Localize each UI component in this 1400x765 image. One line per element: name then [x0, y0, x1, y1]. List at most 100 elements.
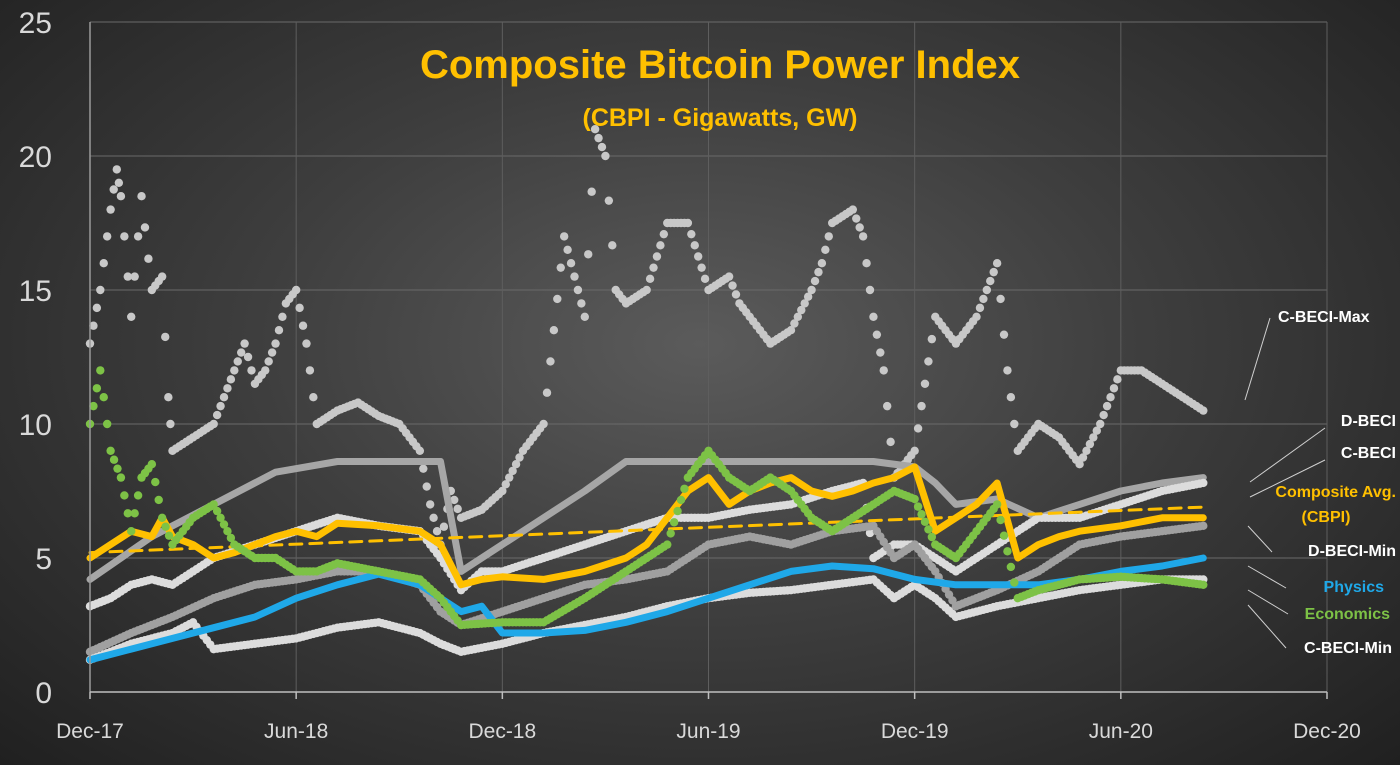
data-point	[230, 366, 239, 375]
data-point	[1096, 419, 1105, 429]
data-point	[642, 285, 651, 295]
data-point	[920, 379, 930, 388]
data-point	[425, 500, 435, 509]
data-point	[584, 250, 593, 259]
annotation-leader	[1249, 459, 1326, 498]
data-point	[927, 532, 937, 542]
data-point	[687, 229, 696, 239]
data-point	[786, 326, 796, 335]
data-point	[862, 259, 871, 268]
data-point	[549, 326, 559, 335]
data-point	[1199, 406, 1208, 415]
data-point	[989, 267, 998, 277]
x-tick-label: Dec-20	[1293, 720, 1361, 743]
data-point	[116, 192, 126, 201]
series-c-beci-min	[85, 575, 1208, 665]
data-point	[999, 531, 1009, 540]
data-point	[247, 366, 256, 375]
x-tick-label: Dec-17	[56, 720, 124, 743]
axis-layer: 0 5 10 15 20 25 Dec-17 Jun-18 Dec-18 Jun-19 Dec-19…	[19, 7, 1361, 743]
data-point	[803, 292, 813, 301]
data-point	[501, 480, 510, 489]
data-point	[511, 460, 521, 469]
data-point	[676, 495, 686, 505]
data-point	[992, 259, 1002, 268]
data-point	[659, 229, 669, 239]
data-point	[298, 321, 308, 330]
data-point	[824, 232, 833, 241]
y-tick-label: 5	[35, 543, 52, 576]
data-point	[566, 259, 576, 268]
data-point	[147, 460, 157, 469]
data-point	[1085, 439, 1095, 449]
data-point	[92, 384, 102, 393]
annotation-leader	[1244, 317, 1271, 401]
data-point	[1010, 578, 1019, 587]
data-point	[89, 401, 98, 411]
data-point	[223, 527, 232, 536]
data-point	[1082, 446, 1091, 455]
annotation-leader	[1247, 525, 1273, 553]
data-point	[243, 352, 253, 362]
annotation-label: C-BECI-Min	[1304, 640, 1392, 657]
data-point	[422, 482, 431, 491]
data-point	[852, 214, 861, 223]
y-tick-label: 0	[35, 677, 52, 710]
data-point	[102, 232, 112, 241]
data-point	[419, 464, 428, 473]
data-point	[102, 419, 112, 429]
data-point	[559, 232, 569, 241]
data-point	[130, 272, 139, 281]
data-point	[1102, 401, 1112, 411]
data-point	[274, 326, 284, 335]
data-point	[979, 294, 988, 304]
data-point	[161, 332, 170, 342]
data-point	[690, 241, 699, 250]
series-line	[86, 463, 1207, 589]
annotation-leader	[1249, 427, 1326, 483]
data-point	[209, 500, 218, 509]
data-point	[1078, 453, 1088, 462]
series-line	[88, 505, 1205, 555]
data-point	[233, 357, 242, 366]
series-composite-avg-trend	[88, 505, 1205, 555]
data-point	[810, 276, 820, 286]
data-point	[645, 274, 655, 284]
data-point	[1003, 547, 1012, 556]
data-point	[1003, 366, 1012, 375]
data-point	[865, 528, 875, 538]
data-point	[546, 357, 555, 366]
data-point	[1106, 393, 1115, 402]
annotation-label: D-BECI-Min	[1308, 543, 1396, 560]
data-point	[164, 531, 174, 540]
data-point	[113, 464, 122, 473]
annotation-layer: C-BECI-Max D-BECI C-BECI Composite Avg. (CBP…	[1244, 309, 1396, 657]
data-point	[109, 185, 118, 194]
data-point	[539, 419, 548, 429]
data-point	[975, 303, 985, 313]
data-point	[910, 446, 919, 455]
data-point	[151, 477, 160, 487]
data-point	[920, 517, 930, 527]
data-point	[261, 366, 270, 375]
data-point	[814, 267, 823, 277]
data-point	[580, 312, 589, 321]
data-point	[127, 527, 136, 536]
data-point	[212, 410, 222, 420]
data-point	[92, 303, 102, 313]
data-point	[992, 500, 1002, 509]
data-point	[1006, 562, 1016, 572]
annotation-leader	[1247, 589, 1289, 615]
data-point	[858, 232, 868, 241]
data-point	[793, 312, 803, 321]
data-point	[161, 522, 170, 531]
data-point	[724, 272, 734, 281]
data-point	[927, 334, 937, 344]
data-point	[309, 393, 318, 402]
data-point	[587, 187, 596, 196]
data-point	[112, 165, 122, 174]
grid-layer	[89, 21, 1328, 693]
annotation-label: Physics	[1324, 579, 1385, 596]
data-point	[910, 494, 919, 504]
